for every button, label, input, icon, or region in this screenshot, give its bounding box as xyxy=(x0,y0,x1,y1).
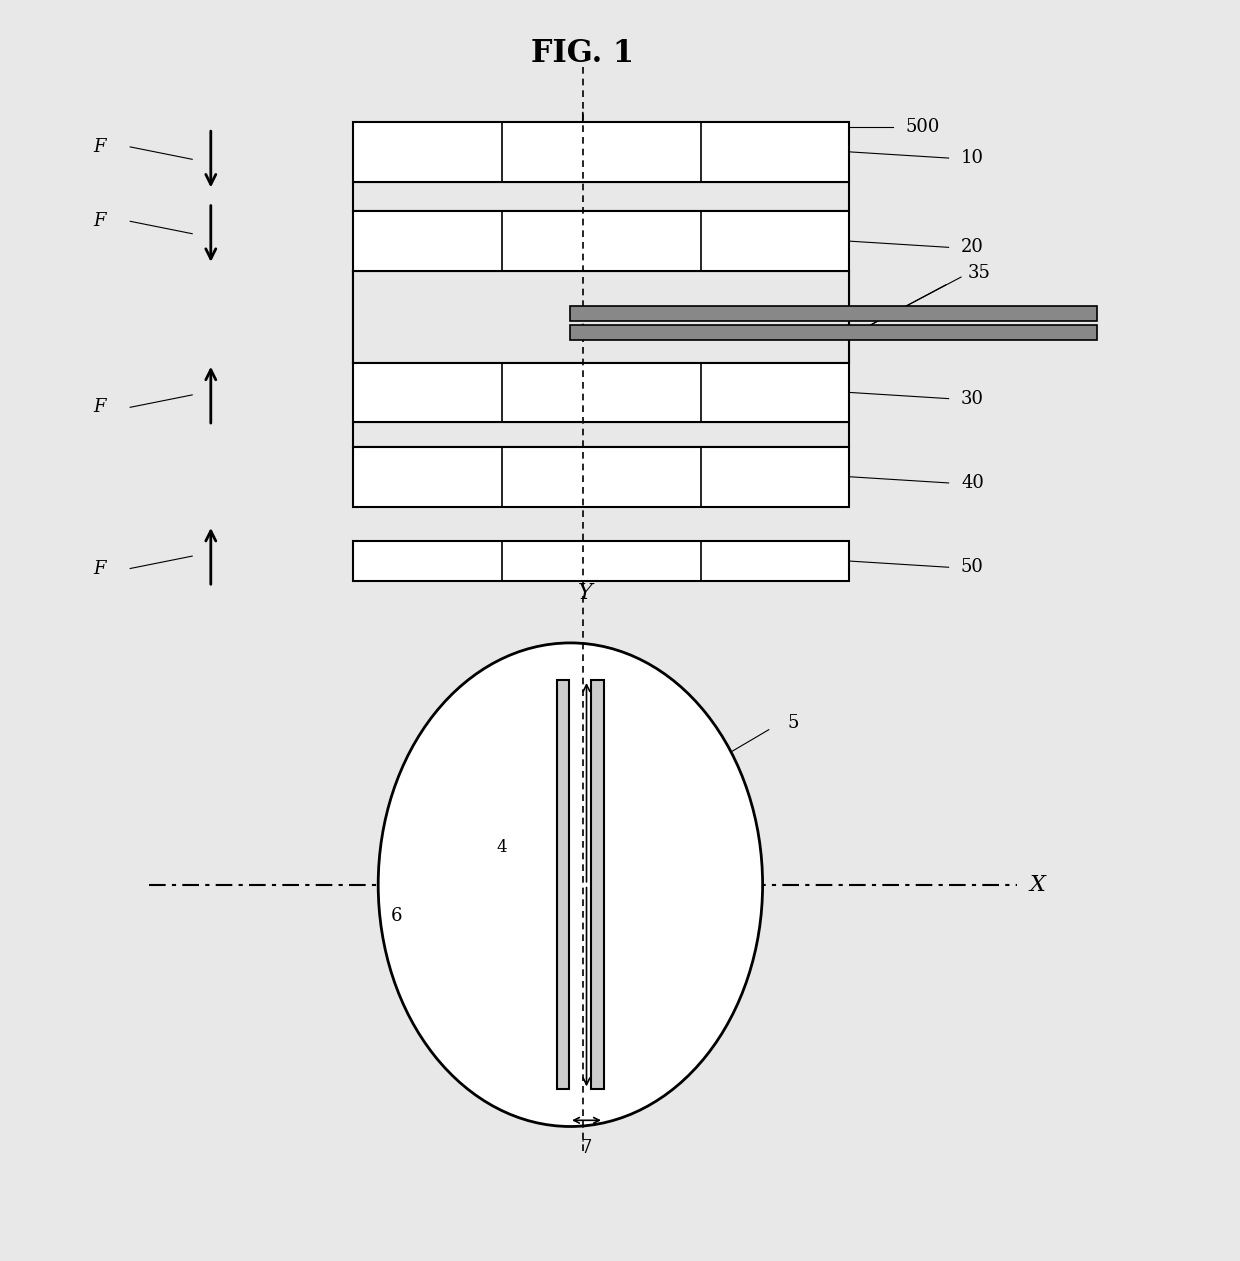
Text: 5: 5 xyxy=(787,715,799,733)
Bar xyxy=(353,271,849,363)
Text: 30: 30 xyxy=(961,390,985,407)
Bar xyxy=(353,212,849,271)
Text: 7: 7 xyxy=(580,1139,593,1156)
Text: 4: 4 xyxy=(497,839,507,856)
Bar xyxy=(353,541,849,581)
Text: 35: 35 xyxy=(967,265,990,282)
Bar xyxy=(353,271,849,363)
Text: 50: 50 xyxy=(961,559,983,576)
Text: 10: 10 xyxy=(961,149,985,166)
Text: 40: 40 xyxy=(961,474,983,492)
Bar xyxy=(570,305,1097,320)
Bar xyxy=(353,182,849,212)
Text: 20: 20 xyxy=(961,238,983,256)
Bar xyxy=(353,446,849,507)
Text: F: F xyxy=(93,212,105,231)
Text: Y: Y xyxy=(578,583,593,604)
Bar xyxy=(353,363,849,422)
Bar xyxy=(557,680,569,1090)
Text: 500: 500 xyxy=(905,119,940,136)
Bar xyxy=(353,422,849,446)
Text: FIG. 1: FIG. 1 xyxy=(531,38,635,69)
Ellipse shape xyxy=(378,643,763,1126)
Bar xyxy=(353,122,849,182)
Bar xyxy=(570,325,1097,340)
Bar xyxy=(591,680,604,1090)
Text: F: F xyxy=(93,137,105,156)
Text: F: F xyxy=(93,398,105,416)
Text: X: X xyxy=(1029,874,1045,895)
Text: 6: 6 xyxy=(391,907,403,924)
Text: F: F xyxy=(93,560,105,578)
